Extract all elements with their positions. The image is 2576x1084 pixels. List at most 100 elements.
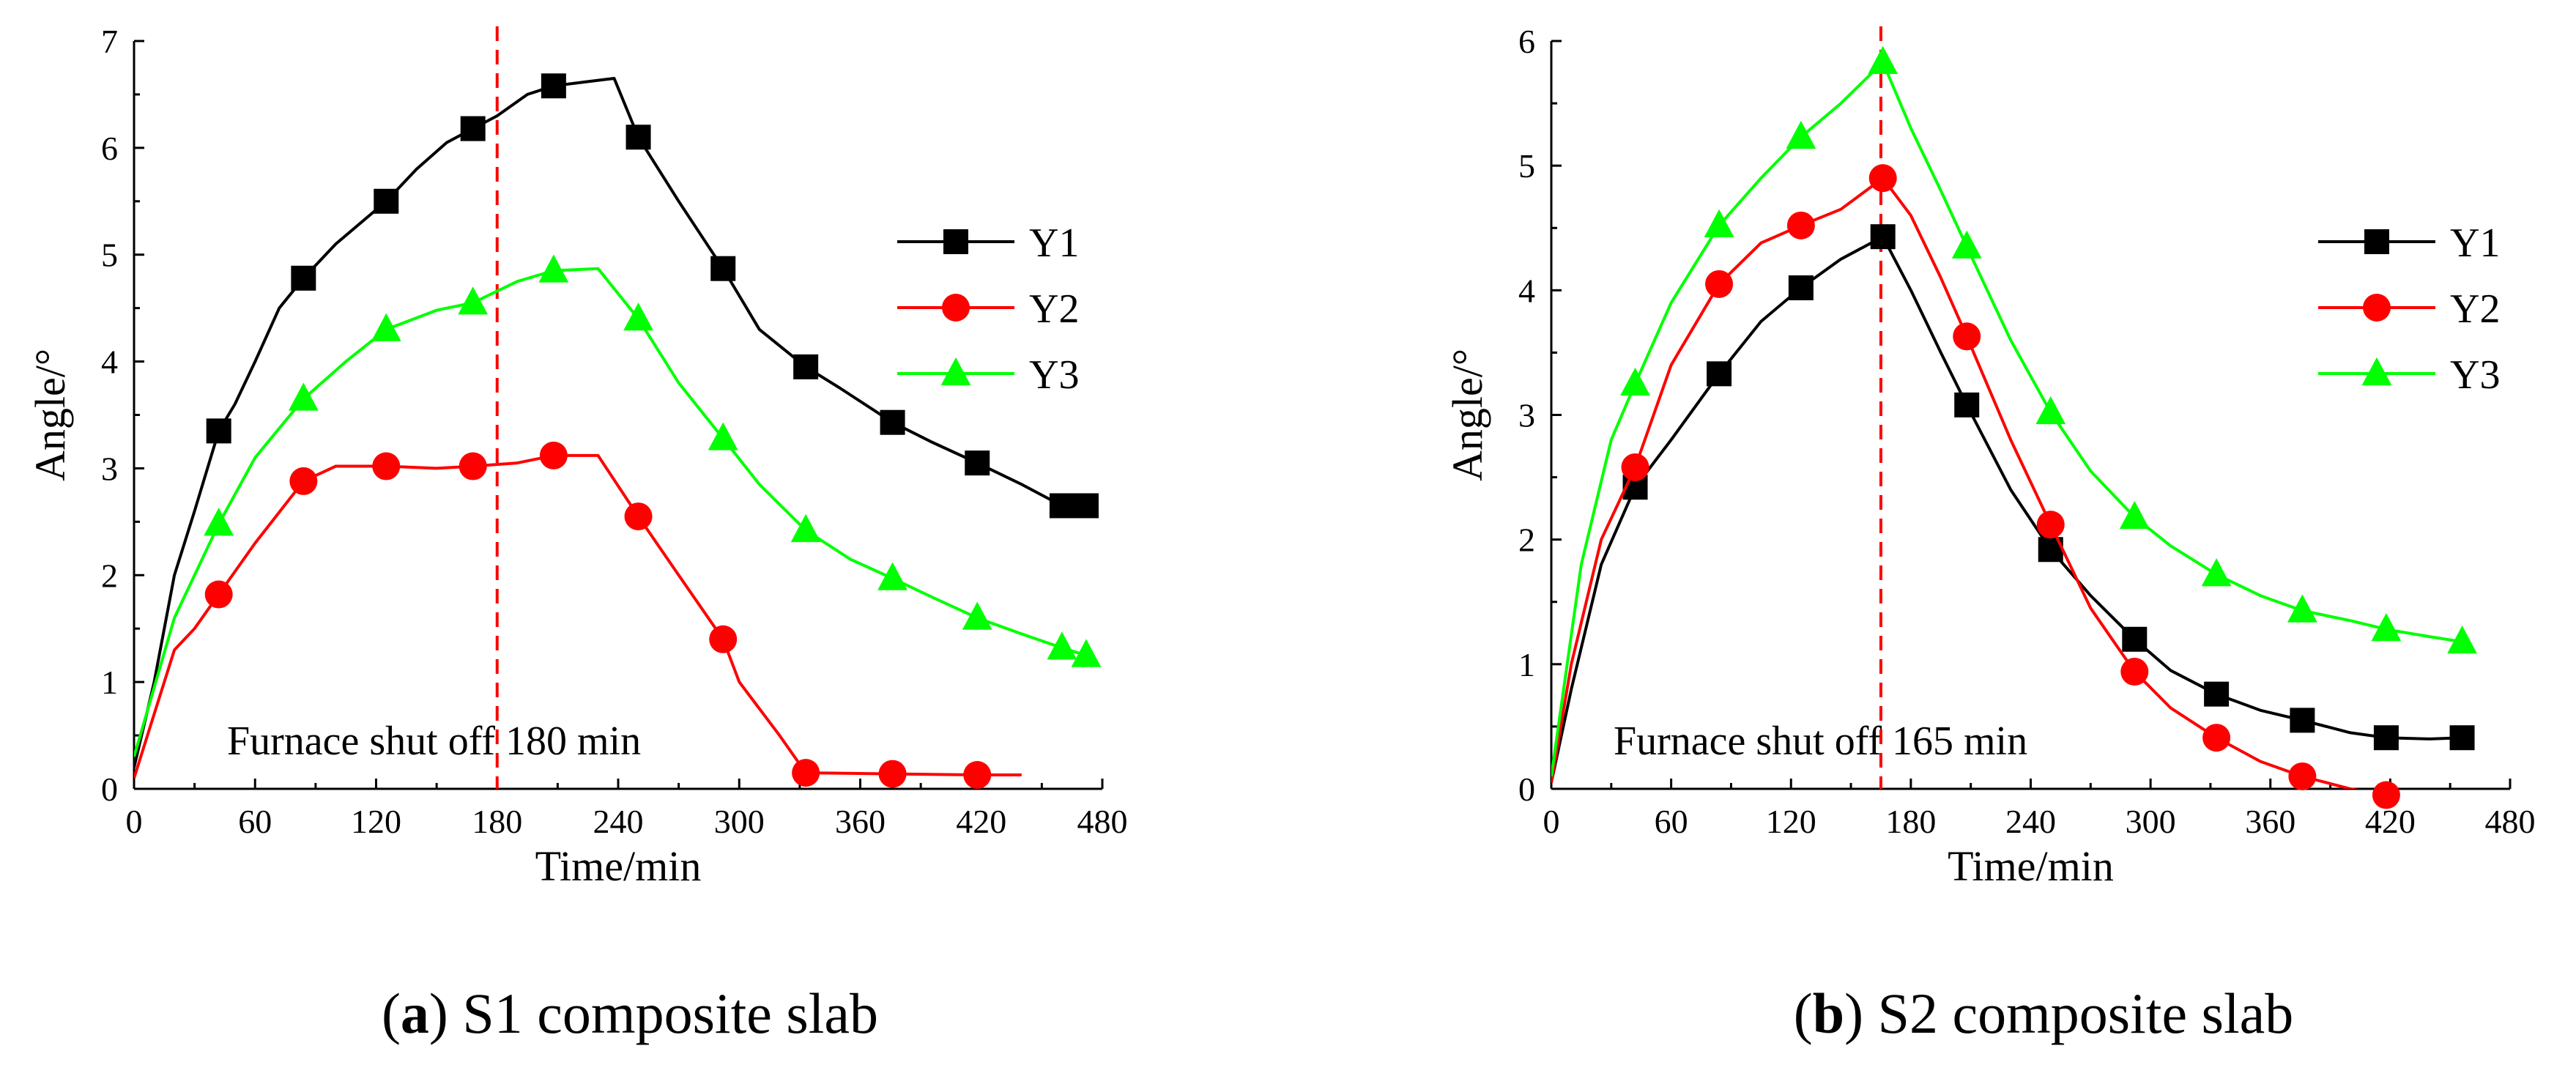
y-tick-label: 2 — [1518, 521, 1535, 559]
data-point-y3 — [288, 382, 319, 411]
data-point-y2 — [2202, 724, 2231, 752]
x-tick-label: 360 — [835, 803, 886, 840]
x-tick-label: 240 — [593, 803, 644, 840]
x-tick-label: 420 — [956, 803, 1006, 840]
y-tick-label: 2 — [101, 557, 118, 594]
data-point-y3 — [2119, 500, 2150, 530]
data-point-y2 — [459, 452, 487, 480]
y-tick-label: 5 — [1518, 147, 1535, 185]
legend-marker-y2 — [942, 294, 970, 322]
data-point-y3 — [1868, 45, 1898, 74]
data-point-y1 — [2122, 626, 2148, 652]
data-point-y1 — [291, 265, 316, 291]
legend-label-y1: Y1 — [1029, 220, 1079, 266]
x-tick-label: 480 — [1077, 803, 1128, 840]
data-point-y3 — [623, 302, 653, 331]
data-point-y3 — [708, 422, 738, 450]
caption-text: S2 composite slab — [1878, 981, 2294, 1045]
data-point-y1 — [2373, 725, 2399, 751]
legend-marker-y1 — [943, 229, 968, 254]
x-tick-label: 120 — [351, 803, 401, 840]
y-tick-label: 6 — [101, 130, 118, 167]
series-line-y3 — [1551, 60, 2462, 777]
data-point-y2 — [539, 441, 568, 469]
data-point-y3 — [790, 513, 821, 543]
furnace-annotation: Furnace shut off 180 min — [227, 719, 641, 764]
data-point-y2 — [2288, 762, 2317, 790]
data-point-y3 — [962, 601, 992, 630]
series-line-y3 — [134, 267, 1087, 757]
y-tick-label: 5 — [101, 237, 118, 274]
y-tick-label: 0 — [1518, 771, 1535, 808]
data-point-y1 — [880, 409, 905, 435]
x-tick-label: 0 — [1543, 803, 1560, 840]
y-axis-label: Angle/° — [26, 349, 74, 481]
x-tick-label: 180 — [1885, 803, 1936, 840]
data-point-y2 — [1621, 453, 1649, 481]
data-point-y2 — [1953, 322, 1981, 351]
data-point-y1 — [1049, 493, 1074, 519]
data-point-y1 — [206, 418, 231, 444]
legend-label-y2: Y2 — [1029, 286, 1079, 332]
data-point-y2 — [2036, 511, 2065, 539]
data-point-y1 — [2204, 681, 2230, 707]
x-tick-label: 60 — [1655, 803, 1688, 840]
panel-caption: (a) S1 composite slab — [382, 981, 878, 1045]
data-point-y2 — [1786, 211, 1815, 240]
data-point-y3 — [1047, 631, 1077, 660]
y-tick-label: 0 — [101, 771, 118, 808]
legend-label-y2: Y2 — [2450, 286, 2500, 332]
x-axis-label: Time/min — [1948, 842, 2114, 890]
data-point-y2 — [792, 759, 820, 787]
data-point-y3 — [538, 254, 569, 283]
series-line-y1 — [1551, 235, 2462, 783]
legend-label-y3: Y3 — [2450, 352, 2500, 398]
legend-marker-y1 — [2364, 229, 2389, 254]
y-tick-label: 7 — [101, 23, 118, 60]
data-point-y1 — [1073, 493, 1099, 519]
y-tick-label: 1 — [101, 664, 118, 701]
chart-panel-a: 0 60 120 180 240 300 360 420 480 0 1 2 3 4 5 6 7 Time/min… — [26, 23, 1128, 1045]
data-point-y2 — [709, 625, 738, 653]
data-point-y2 — [204, 580, 233, 609]
data-point-y3 — [1071, 639, 1102, 667]
data-point-y2 — [1705, 270, 1734, 298]
data-point-y3 — [371, 313, 401, 341]
data-point-y1 — [793, 354, 819, 379]
x-tick-label: 60 — [238, 803, 272, 840]
y-tick-label: 1 — [1518, 646, 1535, 683]
x-tick-label: 120 — [1766, 803, 1816, 840]
data-point-y2 — [372, 452, 401, 480]
series-line-y1 — [134, 77, 1086, 768]
data-point-y2 — [289, 467, 318, 495]
data-point-y1 — [2290, 708, 2315, 733]
x-tick-label: 0 — [126, 803, 143, 840]
data-point-y1 — [541, 73, 566, 99]
y-tick-label: 4 — [101, 344, 118, 381]
data-point-y1 — [965, 450, 990, 476]
data-point-y3 — [458, 286, 489, 315]
legend-marker-y3 — [2361, 357, 2392, 386]
data-point-y1 — [374, 188, 399, 214]
series-line-y2 — [1551, 177, 2359, 789]
data-point-y2 — [878, 760, 907, 788]
data-point-y3 — [1786, 120, 1816, 149]
data-point-y1 — [1788, 275, 1814, 300]
legend-label-y3: Y3 — [1029, 352, 1079, 398]
y-tick-label: 3 — [1518, 397, 1535, 434]
legend-marker-y2 — [2363, 294, 2391, 322]
y-tick-label: 4 — [1518, 272, 1535, 309]
x-axis-label: Time/min — [535, 842, 702, 890]
y-tick-label: 6 — [1518, 23, 1535, 60]
data-point-y3 — [2371, 613, 2402, 642]
y-axis-label: Angle/° — [1444, 349, 1491, 481]
x-tick-label: 300 — [714, 803, 765, 840]
caption-letter: a — [401, 981, 429, 1045]
data-point-y1 — [1954, 392, 1980, 417]
y-tick-label: 3 — [101, 450, 118, 487]
chart-panel-b: 0 60 120 180 240 300 360 420 480 0 1 2 3 4 5 6 Time/min A… — [1444, 23, 2536, 1045]
data-point-y1 — [626, 125, 651, 150]
data-point-y3 — [1620, 367, 1650, 396]
data-point-y2 — [2372, 781, 2400, 809]
